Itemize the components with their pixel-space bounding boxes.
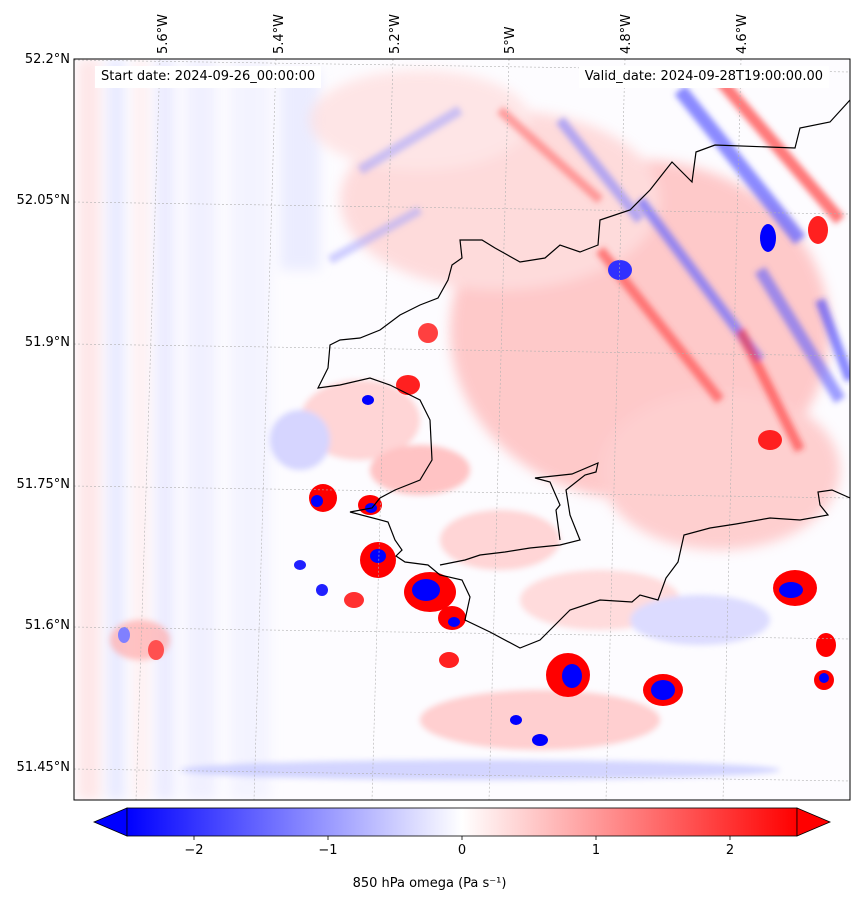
start-date-label: Start date: 2024-09-26_00:00:00 bbox=[95, 66, 322, 88]
gridlines bbox=[74, 59, 850, 800]
coastline bbox=[316, 99, 850, 649]
lon-label: 4.8°W bbox=[619, 13, 634, 54]
map-panel bbox=[74, 59, 850, 800]
convective-cells bbox=[118, 216, 836, 746]
colorbar-tick-label: 1 bbox=[591, 843, 601, 858]
ne-positive-region bbox=[310, 70, 840, 550]
lon-label: 5.2°W bbox=[388, 13, 403, 54]
colorbar-gradient bbox=[126, 807, 798, 837]
lon-label: 5.4°W bbox=[272, 13, 287, 54]
lon-label: 5°W bbox=[503, 26, 518, 54]
lon-label: 5.6°W bbox=[156, 13, 171, 54]
map-frame bbox=[73, 58, 851, 801]
lat-label: 51.9°N bbox=[24, 335, 70, 350]
colorbar-tick-label: 0 bbox=[457, 843, 467, 858]
colorbar-title: 850 hPa omega (Pa s⁻¹) bbox=[352, 876, 507, 891]
colorbar-tick-label: 2 bbox=[725, 843, 735, 858]
colorbar-extend-min bbox=[92, 807, 128, 837]
lat-label: 51.45°N bbox=[16, 760, 70, 775]
west-banding bbox=[78, 59, 320, 800]
lat-label: 52.05°N bbox=[16, 193, 70, 208]
lat-label: 51.75°N bbox=[16, 477, 70, 492]
valid-date-label: Valid_date: 2024-09-28T19:00:00.00 bbox=[578, 66, 829, 88]
colorbar-tick-label: −2 bbox=[184, 843, 204, 858]
lat-label: 52.2°N bbox=[24, 52, 70, 67]
colorbar bbox=[92, 807, 832, 840]
colorbar-extend-max bbox=[796, 807, 832, 837]
lon-label: 4.6°W bbox=[735, 13, 750, 54]
lat-label: 51.6°N bbox=[24, 618, 70, 633]
central-mixed-field bbox=[110, 380, 780, 780]
colorbar-tick-label: −1 bbox=[318, 843, 338, 858]
